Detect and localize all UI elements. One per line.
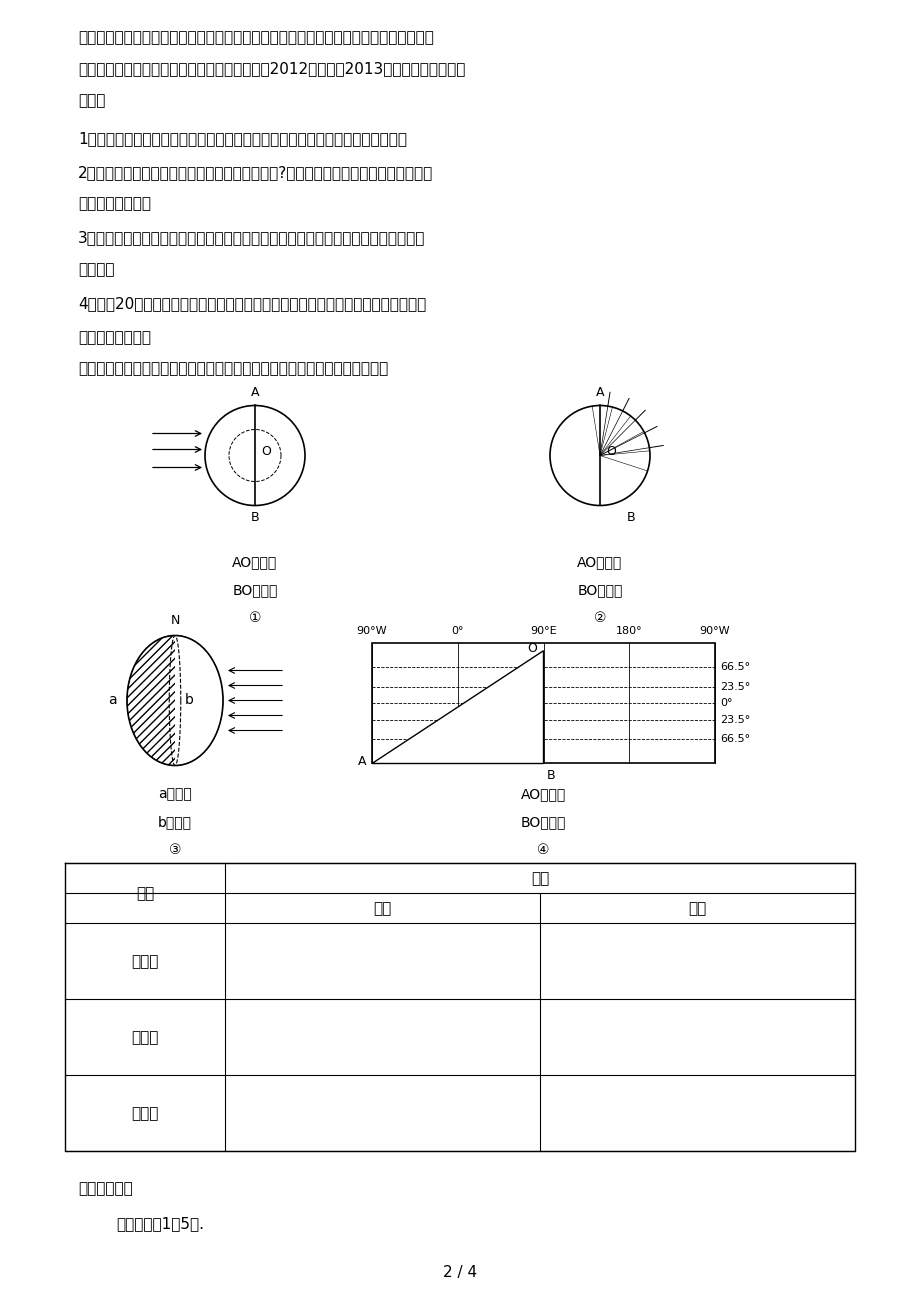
Text: b为昏线: b为昏线 xyxy=(158,815,192,829)
Text: B: B xyxy=(546,769,554,783)
Text: a为晨线: a为晨线 xyxy=(158,788,192,802)
Text: AO为昏线: AO为昏线 xyxy=(520,788,565,802)
Text: A: A xyxy=(596,387,604,400)
Bar xyxy=(371,643,714,763)
Text: 晨线: 晨线 xyxy=(373,901,391,917)
Text: ②: ② xyxy=(593,612,606,625)
Text: ①: ① xyxy=(248,612,261,625)
Text: 66.5°: 66.5° xyxy=(720,734,749,745)
Text: B: B xyxy=(626,512,635,525)
Text: BO为晨线: BO为晨线 xyxy=(577,583,622,598)
Text: 【巩固训练】: 【巩固训练】 xyxy=(78,1181,132,1197)
Text: 读图，回答1－5题.: 读图，回答1－5题. xyxy=(116,1216,204,1232)
Text: ③: ③ xyxy=(168,844,181,858)
Text: 依据: 依据 xyxy=(530,871,549,885)
Text: 方位法: 方位法 xyxy=(131,1105,158,1121)
Text: N: N xyxy=(170,615,179,628)
Text: 0°: 0° xyxy=(720,698,732,708)
Text: A: A xyxy=(251,387,259,400)
Text: 地球上昼半球与夜半球的分界线称为晨昏线（圈）。其判读方法如图表所示：: 地球上昼半球与夜半球的分界线称为晨昏线（圈）。其判读方法如图表所示： xyxy=(78,362,388,376)
Text: 1．在地球什么地点能做到「坐地日行八万里」呢？为什么？其线速度约为多少？: 1．在地球什么地点能做到「坐地日行八万里」呢？为什么？其线速度约为多少？ xyxy=(78,132,406,146)
Text: 180°: 180° xyxy=(615,626,641,637)
Text: 66.5°: 66.5° xyxy=(720,663,749,673)
Text: O: O xyxy=(261,445,270,458)
Text: 方法: 方法 xyxy=(136,885,154,901)
Text: 比，有哪些优势？: 比，有哪些优势？ xyxy=(78,197,151,211)
Text: 昏线: 昏线 xyxy=(687,901,706,917)
Text: b: b xyxy=(185,694,193,707)
Polygon shape xyxy=(175,635,222,766)
Text: 3．「地球的自转方向从北极上空看是自西向东，从南极上空看是自东向西」的说法是: 3．「地球的自转方向从北极上空看是自西向东，从南极上空看是自东向西」的说法是 xyxy=(78,230,425,246)
Text: BO为晨线: BO为晨线 xyxy=(233,583,278,598)
Text: AO为昏线: AO为昏线 xyxy=(233,556,278,569)
Polygon shape xyxy=(127,635,222,766)
Text: a: a xyxy=(108,694,116,707)
Text: 23.5°: 23.5° xyxy=(720,715,749,725)
Text: 4．今晚20时，某人观测到某恒星位于天顶，明晚该恒星仍位于天顶的时刻是多少？: 4．今晚20时，某人观测到某恒星位于天顶，明晚该恒星仍位于天顶的时刻是多少？ xyxy=(78,296,425,311)
Text: O: O xyxy=(528,642,537,655)
Text: 条件。: 条件。 xyxy=(78,92,106,108)
Text: BO为晨线: BO为晨线 xyxy=(520,815,565,829)
Text: 90°W: 90°W xyxy=(357,626,387,637)
Polygon shape xyxy=(550,405,599,505)
Text: AO为昏线: AO为昏线 xyxy=(577,556,622,569)
Text: 0°: 0° xyxy=(451,626,463,637)
Polygon shape xyxy=(371,651,543,763)
Polygon shape xyxy=(205,405,255,505)
Text: 否正确？: 否正确？ xyxy=(78,262,114,277)
Text: 90°E: 90°E xyxy=(529,626,556,637)
Text: 在海南省文昌市建设航天发射基地，发射场将于2012年建成，2013年具备火箭首次飞行: 在海南省文昌市建设航天发射基地，发射场将于2012年建成，2013年具备火箭首次… xyxy=(78,61,465,77)
Text: 2．在选择发射场时，为什么尽量选择低纬度地区?海南发射基地与我国其他三个基地相: 2．在选择发射场时，为什么尽量选择低纬度地区?海南发射基地与我国其他三个基地相 xyxy=(78,165,433,180)
Text: 90°W: 90°W xyxy=(699,626,730,637)
Text: A: A xyxy=(357,755,366,768)
Text: ④: ④ xyxy=(537,844,550,858)
Polygon shape xyxy=(599,405,650,505)
Text: 23.5°: 23.5° xyxy=(720,682,749,691)
Polygon shape xyxy=(255,405,305,505)
Text: 二．晨昏线的判读: 二．晨昏线的判读 xyxy=(78,329,151,345)
Text: 天基地建立在哈萨克斯坦在拜克努尔；继太原、酒泉、西昌三大卫星发射中心后，我国正: 天基地建立在哈萨克斯坦在拜克努尔；继太原、酒泉、西昌三大卫星发射中心后，我国正 xyxy=(78,30,434,46)
Text: 时间法: 时间法 xyxy=(131,1030,158,1046)
Text: 自转法: 自转法 xyxy=(131,954,158,969)
Text: B: B xyxy=(250,512,259,525)
Text: 2 / 4: 2 / 4 xyxy=(442,1266,477,1280)
Text: O: O xyxy=(606,445,615,458)
